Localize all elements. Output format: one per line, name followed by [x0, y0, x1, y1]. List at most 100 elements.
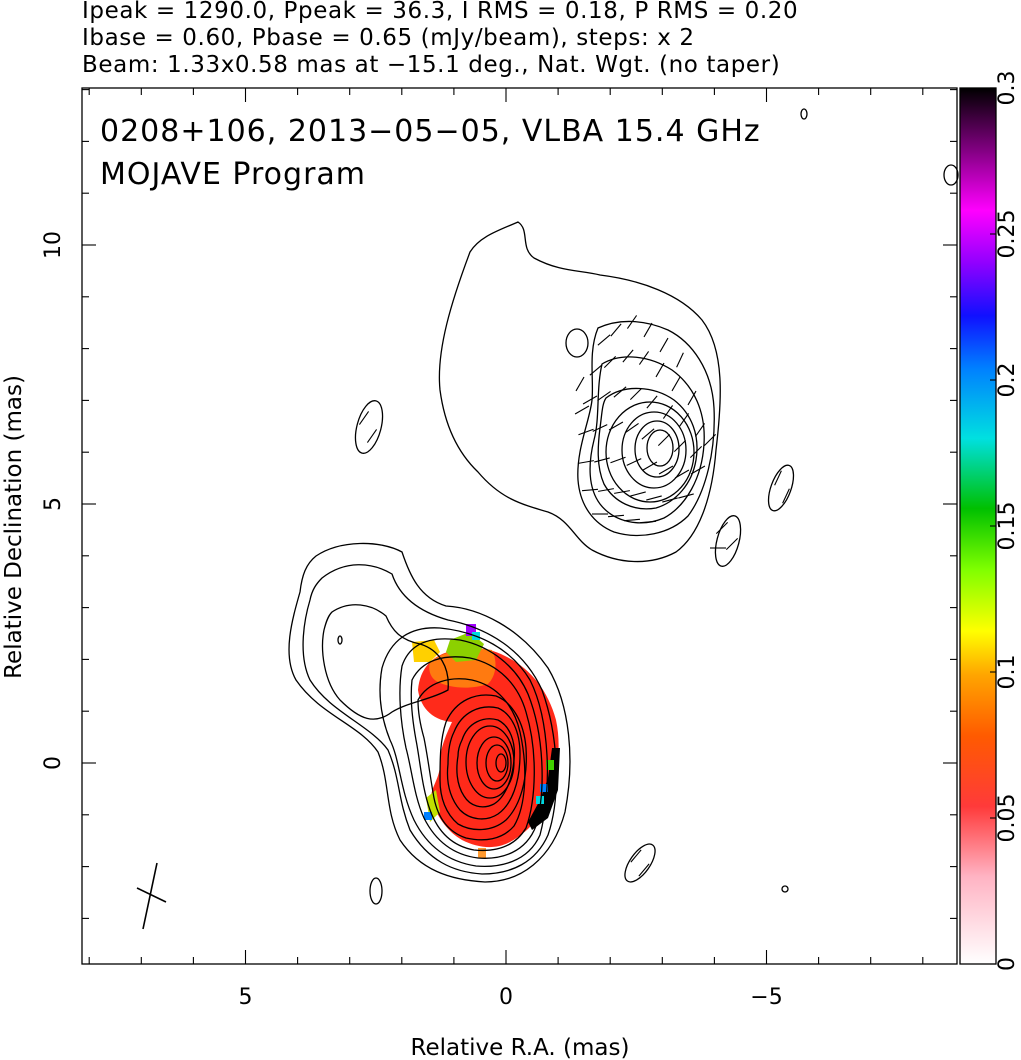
contour-core-level-9: [446, 706, 521, 820]
contour-island-1: [354, 400, 384, 454]
evpa-tick: [608, 421, 624, 431]
evpa-tick: [582, 395, 598, 405]
evpa-tick: [646, 495, 662, 501]
evpa-tick: [725, 537, 739, 551]
y-tick-label: 10: [41, 231, 66, 259]
y-axis-label: Relative Declination (mas): [1, 375, 27, 679]
contour-jet-level-3: [589, 356, 705, 524]
contour-core-level-8: [439, 694, 527, 831]
evpa-tick: [671, 376, 681, 392]
evpa-tick: [578, 460, 594, 464]
evpa-tick: [622, 349, 634, 363]
plot-frame: [81, 87, 958, 965]
evpa-tick: [678, 413, 690, 427]
contour-core-level-4: [379, 627, 549, 867]
evpa-tick: [625, 422, 639, 434]
evpa-tick: [626, 315, 638, 329]
evpa-tick: [674, 469, 690, 479]
evpa-tick: [581, 488, 599, 492]
evpa-tick: [574, 405, 590, 415]
evpa-tick: [578, 428, 594, 436]
evpa-tick: [366, 429, 378, 443]
beam-marker: [136, 862, 167, 930]
evpa-tick: [575, 376, 585, 392]
evpa-tick: [657, 433, 671, 447]
contour-island-4: [714, 515, 742, 567]
evpa-tick: [662, 497, 678, 503]
evpa-tick: [690, 465, 706, 475]
evpa-tick: [782, 488, 790, 504]
panel-subtitle: MOJAVE Program: [100, 157, 366, 192]
evpa-tick: [626, 458, 642, 466]
evpa-tick: [639, 520, 657, 524]
y-tick-label: 5: [41, 497, 66, 511]
evpa-ticks: [358, 315, 790, 877]
colorbar-tick-label: 0.15: [995, 502, 1020, 551]
colorbar-tick-label: 0: [995, 957, 1020, 971]
colorbar-tick-label: 0.05: [995, 794, 1020, 843]
evpa-tick: [687, 390, 697, 406]
evpa-tick: [358, 411, 370, 425]
contour-core-level-12: [476, 736, 512, 790]
evpa-tick: [598, 488, 614, 492]
polarization-colormap: [412, 624, 560, 858]
evpa-tick: [641, 428, 655, 440]
evpa-tick: [676, 352, 684, 368]
y-tick-label: 0: [41, 756, 66, 770]
contour-island-8: [800, 108, 808, 120]
evpa-tick: [597, 334, 611, 346]
colorbar-tick-label: 0.1: [995, 655, 1020, 690]
evpa-tick: [655, 362, 665, 378]
colorbar-tick-label: 0.3: [995, 71, 1020, 106]
contour-island-5: [624, 843, 656, 883]
intensity-contours: [288, 108, 959, 905]
evpa-tick: [630, 849, 642, 863]
header-line-2: Ibase = 0.60, Pbase = 0.65 (mJy/beam), s…: [82, 25, 695, 51]
contour-core-level-10: [456, 718, 516, 808]
contour-core-level-7: [417, 678, 526, 841]
evpa-tick: [613, 386, 627, 398]
evpa-tick: [603, 355, 617, 369]
colorbar-tick-label: 0.25: [995, 210, 1020, 259]
x-tick-label: 5: [239, 985, 253, 1010]
contour-island-3: [767, 464, 795, 512]
evpa-tick: [614, 490, 630, 494]
header-line-1: Ipeak = 1290.0, Ppeak = 36.3, I RMS = 0.…: [82, 0, 799, 24]
evpa-tick: [610, 456, 626, 464]
evpa-tick: [715, 521, 729, 535]
polfrac-pixel-cyan-edge: [536, 796, 544, 804]
evpa-tick: [592, 424, 608, 432]
contour-core-level-6: [410, 656, 535, 852]
contour-jet-level-6: [621, 411, 687, 489]
panel-title: 0208+106, 2013−05−05, VLBA 15.4 GHz: [100, 114, 761, 149]
contour-island-6: [943, 164, 959, 186]
evpa-tick: [689, 445, 703, 459]
evpa-tick: [774, 470, 782, 486]
colorbar-tick-label: 0.2: [995, 363, 1020, 398]
evpa-tick: [703, 433, 717, 447]
axis-ticks: [82, 87, 996, 965]
evpa-tick: [643, 322, 653, 338]
contour-core-level-14: [495, 753, 507, 773]
contour-island-2: [565, 328, 589, 358]
evpa-tick: [646, 395, 658, 409]
contour-core-level-13: [485, 744, 509, 782]
contour-jet-level-8: [646, 429, 674, 467]
evpa-tick: [623, 518, 641, 522]
evpa-tick: [610, 323, 622, 337]
evpa-tick: [607, 514, 625, 518]
evpa-tick: [597, 390, 611, 402]
evpa-tick: [629, 387, 643, 401]
contour-jet-level-2: [577, 320, 715, 537]
evpa-tick: [658, 465, 674, 475]
contour-core-level-11: [465, 725, 515, 799]
x-tick-label: −5: [750, 985, 782, 1010]
contour-core-level-5: [399, 638, 543, 859]
contour-jet-level-5: [605, 401, 695, 503]
contour-island-9: [781, 885, 789, 893]
polfrac-pixel-blue: [424, 812, 432, 820]
contour-jet-level-1: [438, 221, 721, 563]
evpa-tick: [638, 863, 650, 877]
